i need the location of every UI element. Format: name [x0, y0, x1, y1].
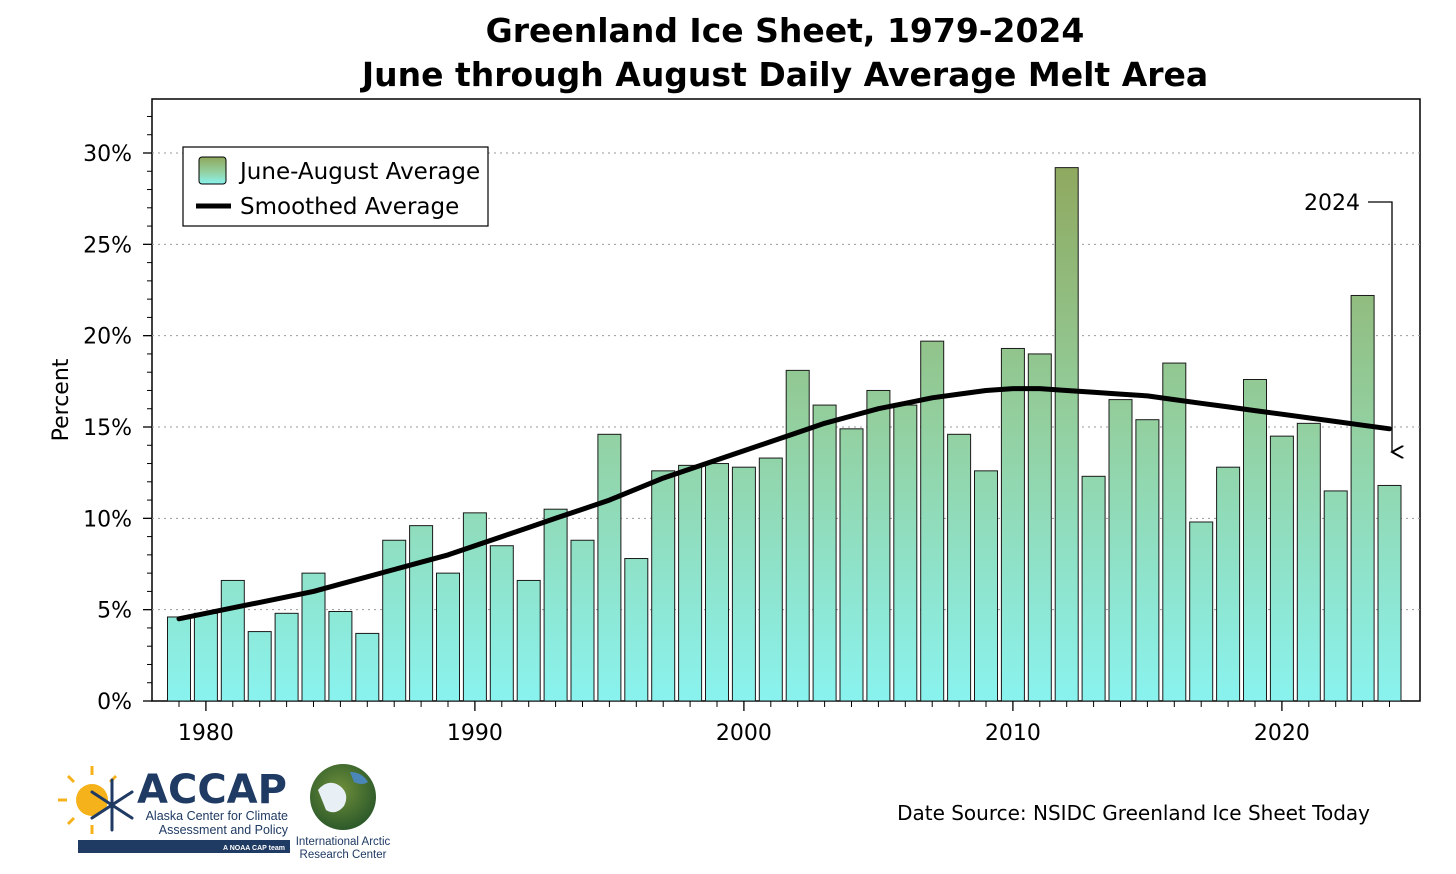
bar — [382, 539, 407, 702]
bar — [947, 433, 972, 702]
x-axis: 1980 1990 2000 2010 2020 — [178, 701, 1390, 746]
legend-box — [182, 146, 489, 227]
bar — [436, 572, 460, 702]
bar — [1081, 475, 1106, 702]
bar — [597, 433, 622, 702]
bar — [1027, 353, 1052, 702]
bar — [247, 631, 272, 702]
y-tick-label: 30% — [83, 142, 132, 167]
y-tick-label: 0% — [97, 690, 132, 715]
x-tick-label: 2020 — [1254, 721, 1310, 746]
snowflake-icon — [90, 778, 134, 832]
bar — [220, 579, 245, 702]
bar — [489, 545, 514, 702]
iarc-line1: International Arctic — [296, 836, 391, 848]
bar — [1269, 435, 1294, 702]
chart-title: Greenland Ice Sheet, 1979-2024 — [486, 11, 1085, 50]
bar — [167, 616, 191, 702]
accap-name: ACCAP — [137, 767, 287, 813]
bar — [758, 457, 783, 702]
x-tick-label: 2000 — [716, 721, 772, 746]
bar — [193, 612, 218, 702]
bar — [543, 508, 568, 702]
y-axis-label: Percent — [49, 358, 74, 441]
x-tick-label: 1990 — [447, 721, 503, 746]
bar — [1054, 167, 1079, 702]
bar — [651, 470, 676, 702]
accap-logo: ACCAP Alaska Center for Climate Assessme… — [58, 766, 290, 853]
bar — [1243, 379, 1267, 702]
annotation-2024: 2024 — [1304, 191, 1392, 452]
smoothed-line-group — [176, 386, 1392, 622]
bar — [1377, 484, 1402, 702]
chart-subtitle: June through August Daily Average Melt A… — [360, 55, 1208, 94]
bar — [409, 525, 434, 702]
bar — [678, 464, 703, 702]
y-tick-label: 15% — [83, 416, 132, 441]
legend-label-line: Smoothed Average — [240, 194, 459, 220]
bar — [866, 389, 891, 702]
y-axis: 0% 5% 10% 15% 20% 25% 30% — [83, 115, 152, 715]
sun-icon — [76, 784, 108, 816]
y-tick-label: 5% — [97, 599, 132, 624]
bar — [1000, 347, 1025, 702]
legend-label-bars: June-August Average — [238, 159, 480, 185]
globe-ice-icon — [318, 782, 347, 813]
bar — [812, 404, 837, 702]
bar — [1108, 399, 1133, 702]
iarc-logo: International Arctic Research Center — [296, 764, 391, 861]
bar — [274, 612, 299, 702]
annotation-label: 2024 — [1304, 191, 1360, 216]
y-tick-label: 20% — [83, 325, 132, 350]
y-tick-label: 25% — [83, 233, 132, 258]
accap-tag-bar — [78, 840, 290, 853]
bars — [167, 167, 1402, 702]
bar — [1189, 521, 1214, 702]
bar — [355, 632, 380, 702]
bar — [705, 463, 729, 702]
x-tick-label: 2010 — [985, 721, 1041, 746]
smoothed-average-line — [176, 386, 1392, 622]
bar — [1162, 362, 1187, 702]
y-tick-label: 10% — [83, 507, 132, 532]
bar — [1216, 466, 1241, 702]
bar — [570, 539, 595, 702]
data-source: Date Source: NSIDC Greenland Ice Sheet T… — [897, 801, 1370, 825]
bar — [839, 428, 864, 702]
bar — [1350, 294, 1375, 702]
legend: June-August Average Smoothed Average — [182, 146, 489, 227]
bar — [1323, 490, 1348, 702]
bar — [328, 610, 353, 702]
bar — [516, 579, 541, 702]
accap-line2: Assessment and Policy — [159, 823, 289, 837]
bar — [1135, 419, 1160, 702]
iarc-line2: Research Center — [300, 849, 387, 861]
bar — [974, 470, 998, 702]
annotation-arrow — [1368, 201, 1392, 452]
bar — [624, 558, 649, 702]
globe-water-icon — [350, 772, 368, 784]
accap-line1: Alaska Center for Climate — [146, 809, 288, 823]
bar — [731, 466, 756, 702]
accap-tag: A NOAA CAP team — [223, 845, 285, 852]
bar — [893, 404, 918, 702]
legend-bar-swatch — [198, 156, 227, 185]
x-tick-label: 1980 — [178, 721, 234, 746]
bar — [785, 369, 810, 702]
bar — [1296, 422, 1321, 702]
